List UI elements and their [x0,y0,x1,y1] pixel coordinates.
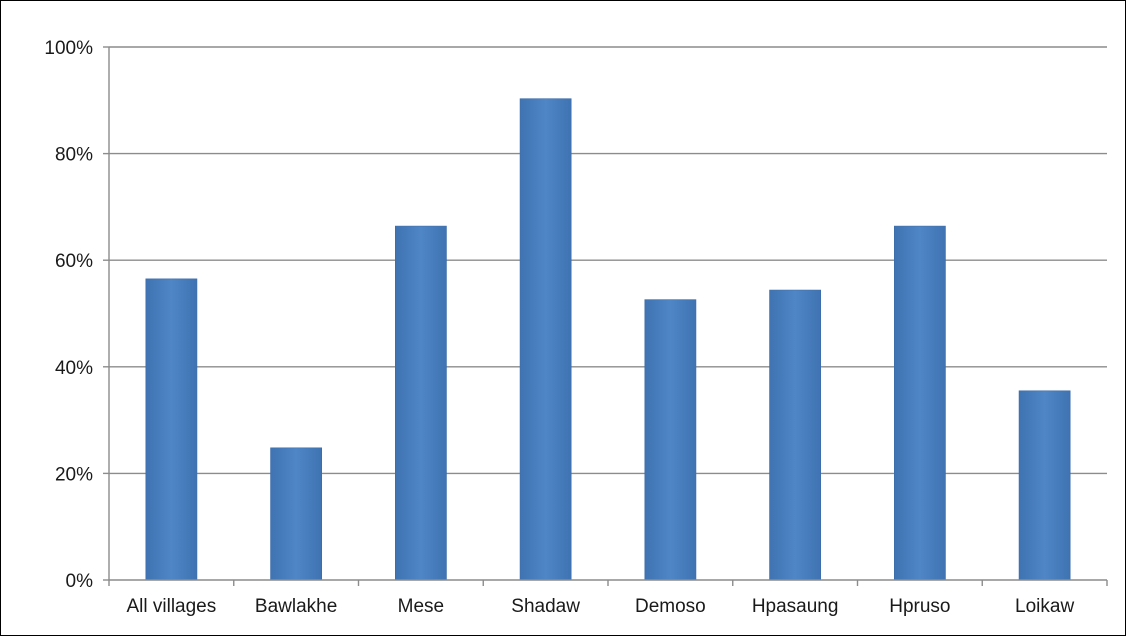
bar-shadaw [519,98,572,581]
bar-all-villages [145,278,198,581]
tick-labels: 0% 20% 40% 60% 80% 100% All villages Bawlakhe Me… [44,38,1074,617]
y-tick-label: 100% [44,38,93,59]
x-tick-label: Mese [398,596,444,617]
bars [145,98,1071,581]
bar-bawlakhe [270,447,322,581]
y-tick-label: 0% [66,571,94,592]
gridlines [109,46,1107,475]
bar-loikaw [1018,390,1071,581]
x-tick-label: Hpruso [889,596,950,617]
x-tick-label: Bawlakhe [255,596,337,617]
bar-hpasaung [769,289,821,581]
x-tick-label: Shadaw [511,596,580,617]
x-tick-label: Hpasaung [752,596,839,617]
y-tick-label: 40% [55,358,93,379]
y-tick-label: 60% [55,251,93,272]
bar-hpruso [894,225,946,581]
bar-mese [395,225,447,581]
bar-demoso [644,299,697,581]
axes [103,46,1108,586]
x-tick-label: All villages [126,596,216,617]
y-tick-label: 80% [55,145,93,166]
x-tick-label: Loikaw [1015,596,1074,617]
y-tick-label: 20% [55,464,93,485]
x-tick-label: Demoso [635,596,706,617]
